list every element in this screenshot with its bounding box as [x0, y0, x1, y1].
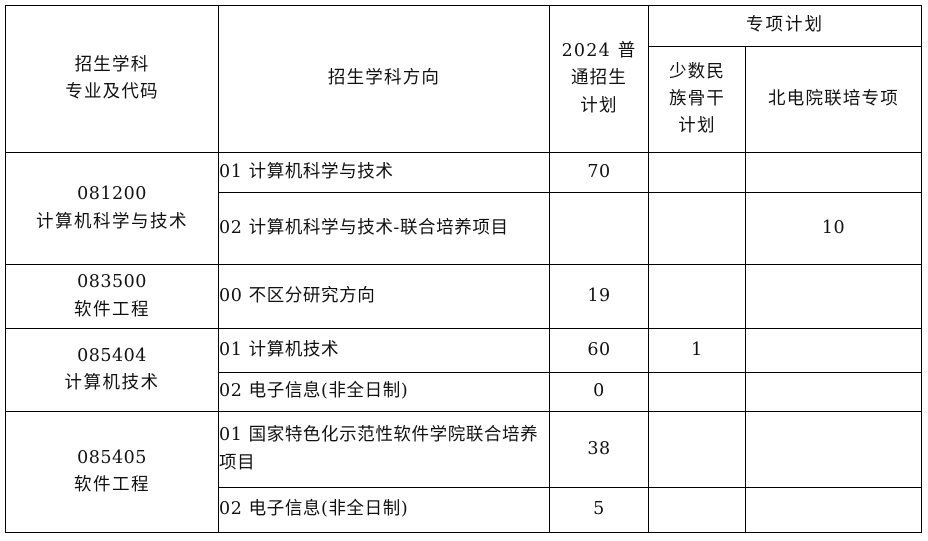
general-plan-cell: 19 — [549, 264, 649, 329]
header-minority-line-1: 少数民 — [668, 61, 726, 82]
major-cell: 083500 软件工程 — [5, 264, 219, 329]
header-minority-plan: 少数民 族骨干 计划 — [648, 46, 746, 153]
header-general-plan-line-3: 计划 — [580, 95, 618, 116]
header-joint-training-plan: 北电院联培专项 — [745, 46, 922, 153]
general-plan-cell: 60 — [549, 328, 649, 373]
header-general-plan-line-2: 通招生 — [570, 68, 628, 89]
header-row-1: 招生学科 专业及代码 招生学科方向 2024 普 通招生 计划 专项计划 — [5, 5, 922, 153]
general-plan-cell: 5 — [549, 487, 649, 533]
direction-cell: 01 计算机技术 — [218, 328, 550, 373]
minority-plan-cell — [648, 372, 746, 412]
header-major-and-code: 招生学科 专业及代码 — [5, 5, 219, 153]
joint-training-cell — [745, 487, 922, 533]
joint-training-cell — [745, 328, 922, 373]
direction-cell: 01 国家特色化示范性软件学院联合培养项目 — [218, 411, 550, 488]
table-row: 085404 计算机技术 01 计算机技术 60 1 — [5, 328, 922, 412]
minority-plan-cell — [648, 192, 746, 265]
minority-plan-cell: 1 — [648, 328, 746, 373]
major-cell: 081200 计算机科学与技术 — [5, 152, 219, 265]
direction-cell: 02 电子信息(非全日制) — [218, 487, 550, 533]
major-cell: 085404 计算机技术 — [5, 328, 219, 412]
direction-cell: 02 计算机科学与技术-联合培养项目 — [218, 192, 550, 265]
header-minority-line-3: 计划 — [678, 116, 716, 137]
joint-training-cell — [745, 264, 922, 329]
header-minority-line-2: 族骨干 — [668, 88, 726, 109]
header-special-plan: 专项计划 — [648, 5, 922, 47]
direction-cell: 00 不区分研究方向 — [218, 264, 550, 329]
general-plan-cell: 38 — [549, 411, 649, 488]
table-header: 招生学科 专业及代码 招生学科方向 2024 普 通招生 计划 专项计划 少数民 — [5, 5, 922, 153]
admissions-plan-table: 招生学科 专业及代码 招生学科方向 2024 普 通招生 计划 专项计划 少数民 — [5, 5, 922, 533]
table-body: 081200 计算机科学与技术 01 计算机科学与技术 70 02 计算机科学与… — [5, 152, 922, 533]
direction-cell: 01 计算机科学与技术 — [218, 152, 550, 193]
joint-training-cell — [745, 152, 922, 193]
table-row: 02 计算机科学与技术-联合培养项目 10 — [6, 192, 922, 265]
table-row: 02 电子信息(非全日制) 5 — [6, 487, 922, 533]
header-major-line-2: 专业及代码 — [65, 82, 159, 102]
general-plan-cell: 0 — [549, 372, 649, 412]
general-plan-cell — [549, 192, 649, 265]
header-general-plan: 2024 普 通招生 计划 — [549, 5, 649, 153]
general-plan-cell: 70 — [549, 152, 649, 193]
table-row: 083500 软件工程 00 不区分研究方向 19 — [5, 264, 922, 329]
table-row: 081200 计算机科学与技术 01 计算机科学与技术 70 — [5, 152, 922, 265]
minority-plan-cell — [648, 152, 746, 193]
table-row: 085405 软件工程 01 国家特色化示范性软件学院联合培养项目 38 — [5, 411, 922, 533]
minority-plan-cell — [648, 487, 746, 533]
joint-training-cell — [745, 372, 922, 412]
direction-cell: 02 电子信息(非全日制) — [218, 372, 550, 412]
joint-training-cell: 10 — [745, 192, 922, 265]
header-major-line-1: 招生学科 — [74, 54, 150, 75]
header-row-2: 少数民 族骨干 计划 北电院联培专项 — [6, 46, 922, 153]
minority-plan-cell — [648, 411, 746, 488]
major-cell: 085405 软件工程 — [5, 411, 219, 533]
joint-training-cell — [745, 411, 922, 488]
header-direction: 招生学科方向 — [218, 5, 550, 153]
header-general-plan-line-1: 2024 普 — [561, 41, 637, 62]
admissions-plan-table-container: 招生学科 专业及代码 招生学科方向 2024 普 通招生 计划 专项计划 少数民 — [5, 5, 922, 536]
minority-plan-cell — [648, 264, 746, 329]
